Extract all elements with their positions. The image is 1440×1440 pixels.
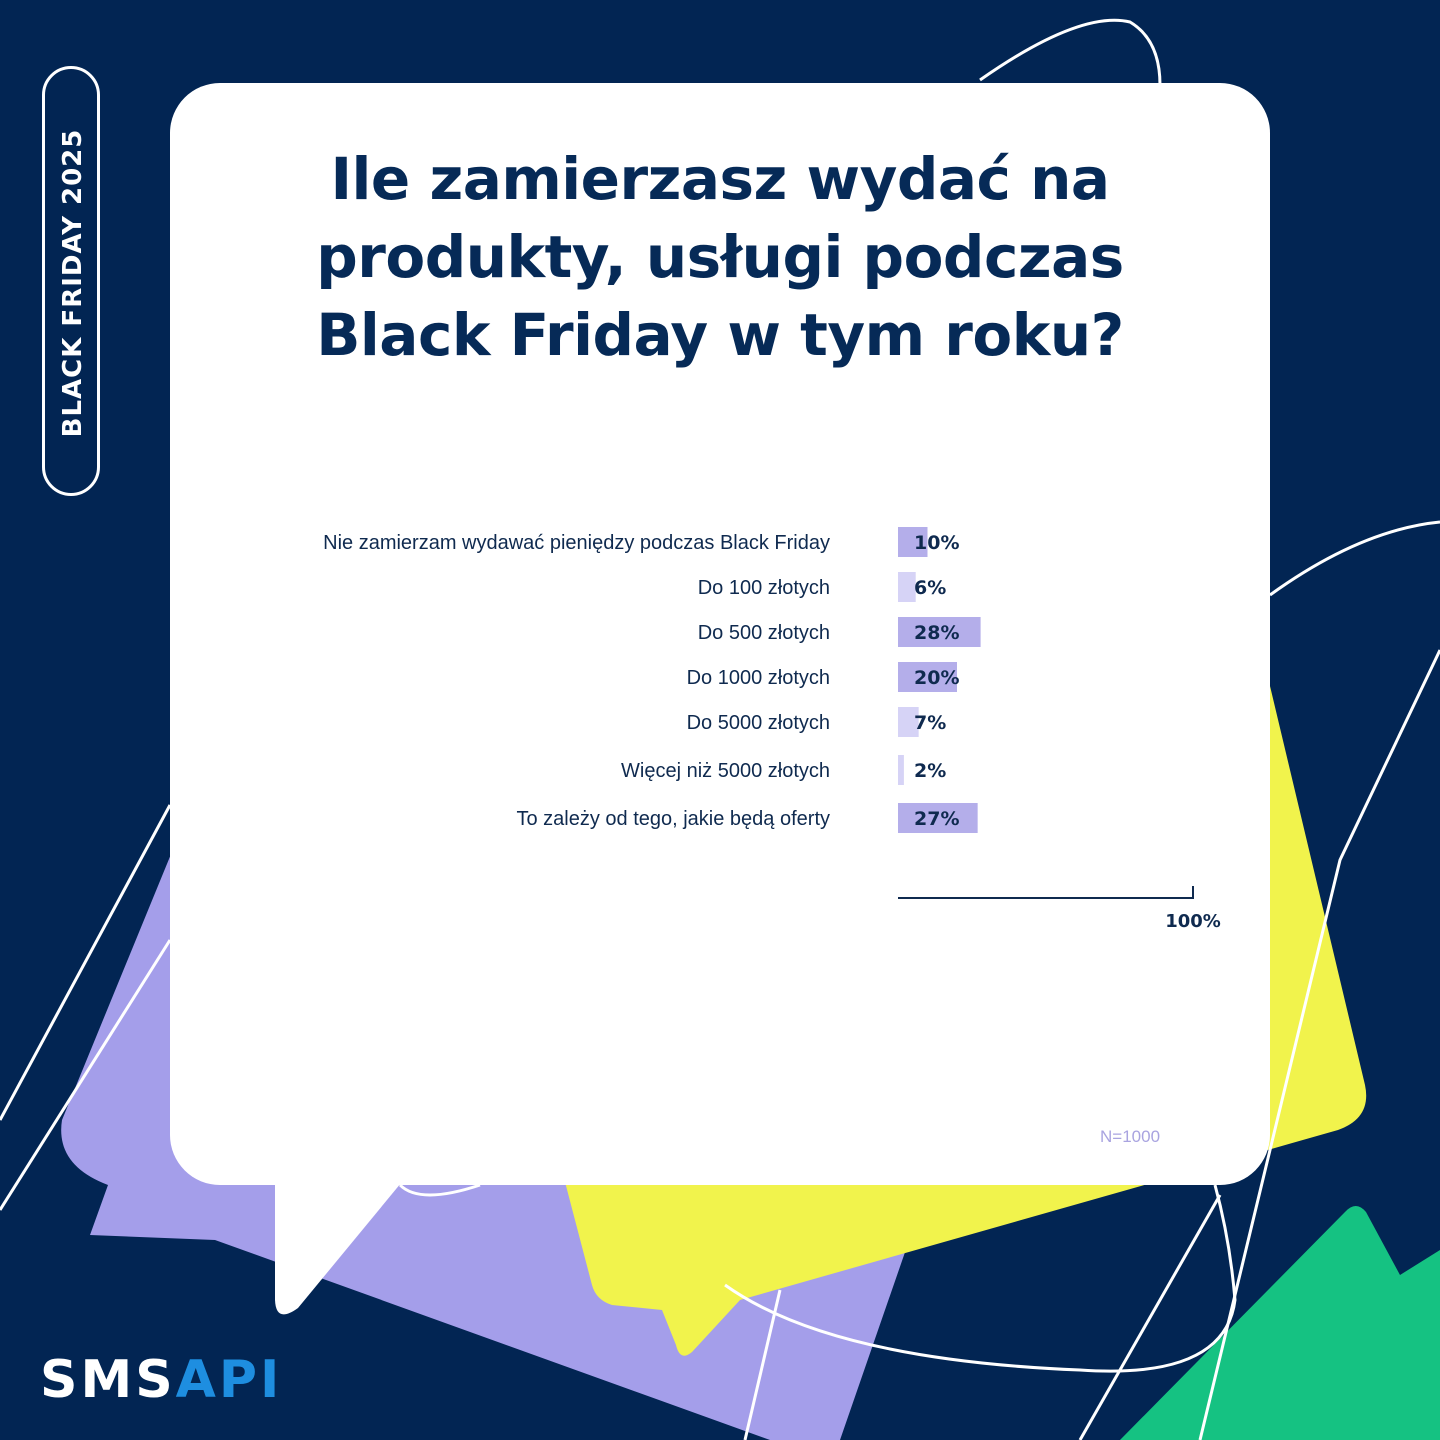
value-label-3: 28% [914, 622, 959, 644]
category-label-7: To zależy od tego, jakie będą oferty [516, 808, 830, 830]
value-label-7: 27% [914, 808, 959, 830]
chart-title: Ile zamierzasz wydać na produkty, usługi… [316, 145, 1124, 369]
smsapi-logo: SMSAPI [40, 1350, 282, 1410]
value-label-4: 20% [914, 667, 959, 689]
value-label-6: 2% [914, 760, 946, 782]
logo-sms-text: SMS [40, 1350, 176, 1410]
content-card [170, 83, 1270, 1185]
value-label-5: 7% [914, 712, 946, 734]
green-shape [1120, 1206, 1440, 1440]
logo-api-text: API [175, 1350, 283, 1410]
category-label-6: Więcej niż 5000 złotych [621, 760, 830, 782]
bar-6 [898, 755, 904, 785]
bar-1 [898, 527, 928, 557]
category-label-5: Do 5000 złotych [687, 712, 830, 734]
bar-4 [898, 662, 957, 692]
bar-3 [898, 617, 981, 647]
bar-7 [898, 803, 978, 833]
card-tail-shape [275, 1160, 420, 1315]
decorative-lines [0, 18, 1440, 1440]
value-label-1: 10% [914, 532, 959, 554]
category-label-2: Do 100 złotych [698, 577, 830, 599]
x-axis-end-label: 100% [1165, 911, 1221, 932]
category-label-3: Do 500 złotych [698, 622, 830, 644]
bar-2 [898, 572, 916, 602]
badge-frame [42, 66, 100, 496]
sample-size-note: N=1000 [1100, 1127, 1161, 1146]
category-label-4: Do 1000 złotych [687, 667, 830, 689]
bars-group: Nie zamierzam wydawać pieniędzy podczas … [323, 527, 981, 833]
bar-5 [898, 707, 919, 737]
value-label-2: 6% [914, 577, 946, 599]
category-label-1: Nie zamierzam wydawać pieniędzy podczas … [323, 532, 830, 554]
